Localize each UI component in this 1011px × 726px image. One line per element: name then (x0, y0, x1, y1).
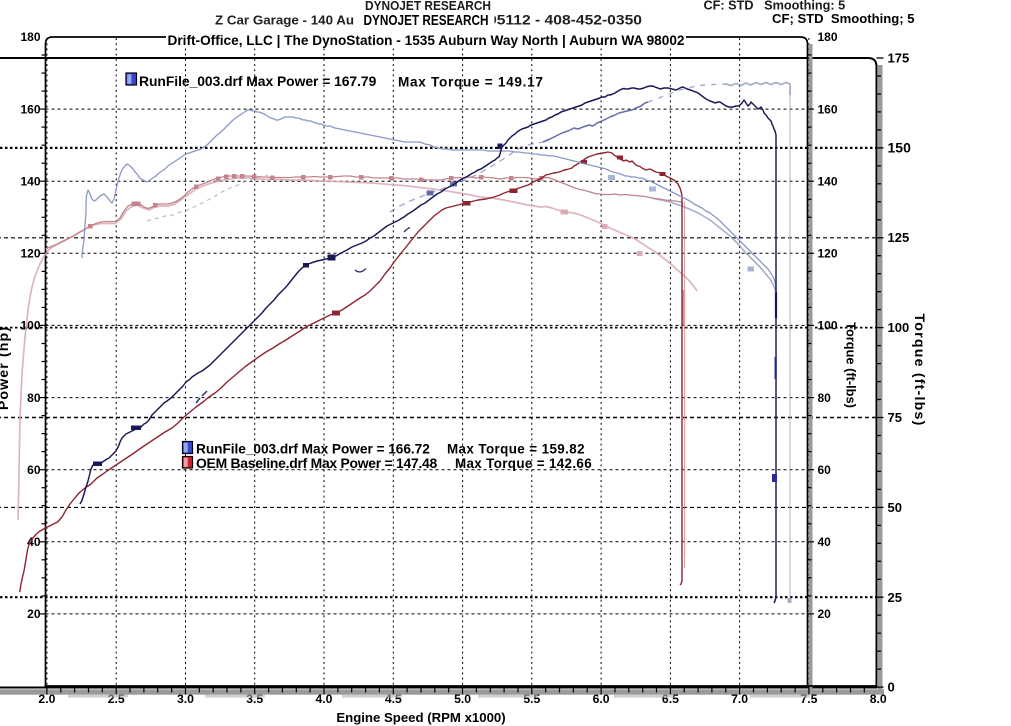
svg-text:DYNOJET RESEARCH: DYNOJET RESEARCH (365, 0, 491, 13)
svg-text:150: 150 (888, 139, 912, 155)
svg-text:100: 100 (888, 320, 910, 335)
svg-text:140: 140 (20, 174, 40, 188)
svg-text:175: 175 (888, 51, 910, 66)
svg-text:8.0: 8.0 (870, 692, 887, 706)
svg-text:180: 180 (818, 30, 838, 44)
svg-text:60: 60 (27, 463, 41, 477)
svg-text:40: 40 (818, 535, 832, 549)
svg-text:7.0: 7.0 (731, 692, 748, 706)
svg-text:DYNOJET RESEARCH: DYNOJET RESEARCH (364, 12, 489, 29)
svg-text:Z Car Garage - 140 Au: Z Car Garage - 140 Au (215, 13, 354, 28)
svg-text:40: 40 (27, 535, 41, 549)
svg-text:Power (hp): Power (hp) (0, 326, 12, 410)
svg-text:Torque (ft-lbs): Torque (ft-lbs) (844, 322, 859, 408)
svg-text:20: 20 (27, 607, 41, 621)
svg-text:25: 25 (888, 590, 902, 605)
svg-text:60: 60 (818, 463, 832, 477)
svg-text:3.0: 3.0 (177, 692, 194, 706)
svg-text:OEM Baseline.drf Max Power = 1: OEM Baseline.drf Max Power = 147.48 (196, 455, 438, 471)
svg-text:180: 180 (20, 30, 40, 44)
svg-text:160: 160 (818, 102, 838, 116)
svg-text:50: 50 (888, 500, 902, 515)
svg-text:4.0: 4.0 (316, 692, 333, 706)
svg-text:RunFile_003.drf Max Power = 16: RunFile_003.drf Max Power = 166.72 (196, 442, 430, 457)
svg-text:100: 100 (818, 319, 838, 333)
svg-text:5.0: 5.0 (454, 692, 471, 706)
svg-text:2.0: 2.0 (38, 692, 55, 706)
svg-text:20: 20 (818, 607, 832, 621)
svg-text:100: 100 (20, 319, 40, 333)
svg-text:Max Torque = 159.82: Max Torque = 159.82 (447, 442, 585, 457)
svg-text:95112 - 408-452-0350: 95112 - 408-452-0350 (488, 13, 642, 28)
svg-text:75: 75 (888, 410, 902, 425)
svg-text:125: 125 (888, 230, 910, 245)
svg-text:120: 120 (20, 247, 40, 261)
svg-text:80: 80 (818, 391, 832, 405)
svg-text:6.0: 6.0 (593, 692, 610, 706)
svg-text:RunFile_003.drf Max Power = 16: RunFile_003.drf Max Power = 167.79 (139, 73, 377, 89)
svg-text:120: 120 (818, 247, 838, 261)
svg-text:Drift-Office, LLC | The DynoSt: Drift-Office, LLC | The DynoStation - 15… (168, 32, 685, 48)
svg-text:Max Torque = 142.66: Max Torque = 142.66 (455, 456, 592, 471)
svg-text:140: 140 (818, 174, 838, 188)
svg-text:CF: STD Smoothing: 5: CF: STD Smoothing: 5 (704, 0, 846, 13)
svg-text:Max Torque = 149.17: Max Torque = 149.17 (398, 75, 544, 90)
svg-text:Engine Speed (RPM x1000): Engine Speed (RPM x1000) (336, 710, 505, 725)
svg-text:0: 0 (888, 680, 895, 695)
svg-text:160: 160 (20, 102, 40, 116)
svg-text:80: 80 (27, 391, 41, 405)
svg-text:CF; STD Smoothing; 5: CF; STD Smoothing; 5 (772, 11, 915, 26)
svg-text:Torque (ft-lbs): Torque (ft-lbs) (911, 313, 927, 426)
